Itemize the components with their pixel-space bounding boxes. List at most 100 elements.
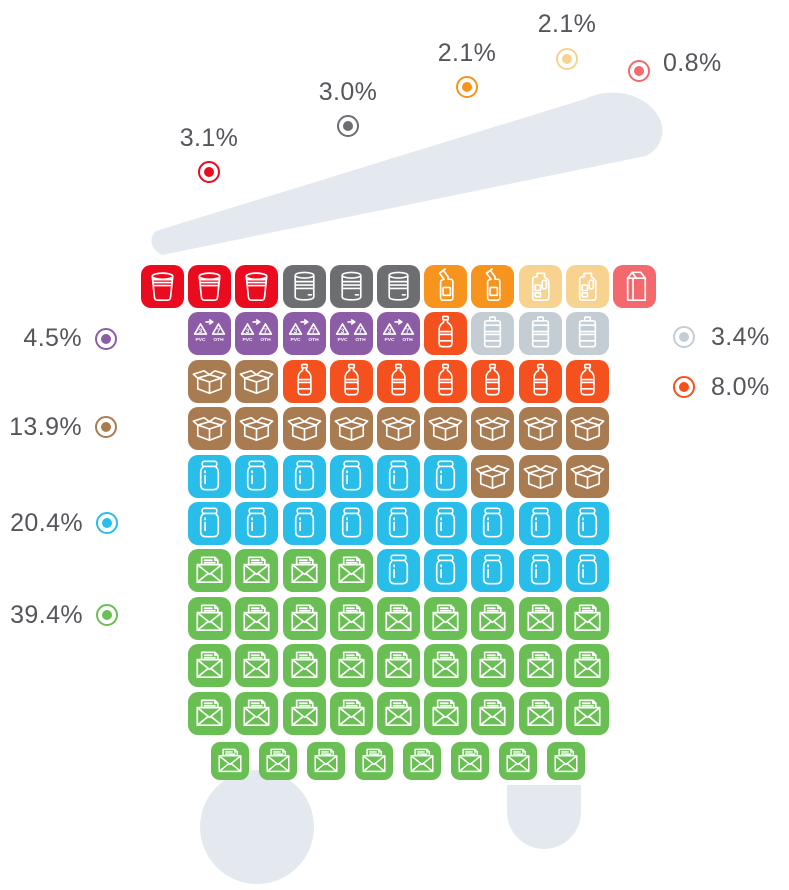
legend-dot-pet_bottle — [673, 376, 695, 398]
tile-envelope — [471, 691, 515, 735]
tile-aluminum-can — [565, 312, 609, 356]
tile-envelope — [565, 644, 609, 688]
tile-glass-jar — [377, 454, 420, 498]
tile-detergent-bottle — [471, 265, 515, 308]
tile-envelope — [499, 742, 537, 780]
tile-envelope — [565, 691, 609, 735]
tile-pet-bottle — [565, 359, 609, 403]
tile-glass-jar — [565, 549, 609, 593]
percent-label-plastic_jug: 2.1% — [537, 10, 597, 38]
tile-envelope — [377, 691, 420, 735]
tile-glass-jar — [377, 502, 420, 545]
legend-dot-aluminum_can — [673, 326, 695, 348]
tile-cardboard-box — [518, 454, 562, 498]
tile-cardboard-box — [235, 359, 279, 403]
tile-pet-bottle — [377, 359, 420, 403]
tile-glass-jar — [188, 502, 232, 545]
tile-cardboard-box — [188, 359, 232, 403]
tile-envelope — [377, 644, 420, 688]
tile-cardboard-box — [565, 407, 609, 451]
tile-glass-jar — [188, 454, 232, 498]
tile-cardboard-box — [377, 407, 420, 451]
tile-glass-jar — [424, 454, 468, 498]
tile-cardboard-box — [518, 407, 562, 451]
tile-envelope — [547, 742, 585, 780]
tile-paint-pail — [188, 265, 232, 308]
tile-plastic-jug — [518, 265, 562, 308]
legend-dot-glass_jar — [96, 512, 118, 534]
tile-recycling-codes — [235, 312, 279, 356]
tile-recycling-codes — [377, 312, 420, 356]
tile-glass-jar — [471, 502, 515, 545]
tile-envelope — [235, 644, 279, 688]
tile-glass-jar — [424, 549, 468, 593]
tile-envelope — [518, 596, 562, 640]
tile-pet-bottle — [329, 359, 373, 403]
tile-cardboard-box — [471, 454, 515, 498]
bin-wheel-right-icon — [507, 785, 581, 849]
tile-glass-jar — [329, 454, 373, 498]
tile-pet-bottle — [424, 312, 468, 356]
tile-paint-pail — [235, 265, 279, 308]
tile-glass-jar — [329, 502, 373, 545]
percent-label-detergent_bottle: 2.1% — [437, 39, 497, 67]
legend-dot-paper — [96, 604, 118, 626]
legend-dot-detergent_bottle — [456, 76, 478, 98]
tile-pet-bottle — [518, 359, 562, 403]
percent-label-carton: 0.8% — [663, 49, 722, 77]
tile-envelope — [235, 691, 279, 735]
legend-dot-paint_pail — [198, 161, 220, 183]
tile-glass-jar — [377, 549, 420, 593]
tile-detergent-bottle — [424, 265, 468, 308]
tile-envelope — [282, 691, 326, 735]
tile-glass-jar — [518, 502, 562, 545]
tile-envelope — [424, 644, 468, 688]
tile-envelope — [188, 644, 232, 688]
tile-pet-bottle — [282, 359, 326, 403]
tile-glass-jar — [518, 549, 562, 593]
percent-label-tin_can: 3.0% — [318, 78, 378, 106]
tile-envelope — [282, 596, 326, 640]
percent-label-aluminum_can: 3.4% — [711, 323, 770, 351]
tile-tin-can — [282, 265, 326, 308]
tile-cardboard-box — [282, 407, 326, 451]
tile-glass-jar — [282, 454, 326, 498]
tile-envelope — [329, 644, 373, 688]
tile-tin-can — [329, 265, 373, 308]
tile-pet-bottle — [424, 359, 468, 403]
tile-aluminum-can — [518, 312, 562, 356]
tile-envelope — [329, 549, 373, 593]
tile-envelope — [377, 596, 420, 640]
tile-cardboard-box — [235, 407, 279, 451]
tile-pet-bottle — [471, 359, 515, 403]
tile-envelope — [282, 549, 326, 593]
percent-label-pvc_other: 4.5% — [23, 324, 82, 352]
tile-envelope — [307, 742, 345, 780]
tile-envelope — [565, 596, 609, 640]
percent-label-paint_pail: 3.1% — [179, 124, 239, 152]
legend-dot-tin_can — [337, 115, 359, 137]
tile-envelope — [235, 549, 279, 593]
tile-recycling-codes — [188, 312, 232, 356]
tile-envelope — [471, 596, 515, 640]
tile-plastic-jug — [565, 265, 609, 308]
tile-envelope — [282, 644, 326, 688]
tile-cardboard-box — [329, 407, 373, 451]
tile-glass-jar — [565, 502, 609, 545]
tile-recycling-codes — [329, 312, 373, 356]
tile-envelope — [518, 691, 562, 735]
legend-dot-plastic_jug — [556, 48, 578, 70]
tile-cardboard-box — [471, 407, 515, 451]
tile-envelope — [424, 596, 468, 640]
percent-label-pet_bottle: 8.0% — [711, 373, 770, 401]
tile-envelope — [329, 596, 373, 640]
tile-glass-jar — [235, 454, 279, 498]
tile-envelope — [518, 644, 562, 688]
tile-aluminum-can — [471, 312, 515, 356]
tile-envelope — [188, 549, 232, 593]
legend-dot-carton — [628, 60, 650, 82]
tile-envelope — [211, 742, 249, 780]
tile-envelope — [355, 742, 393, 780]
tile-envelope — [188, 596, 232, 640]
tile-envelope — [188, 691, 232, 735]
